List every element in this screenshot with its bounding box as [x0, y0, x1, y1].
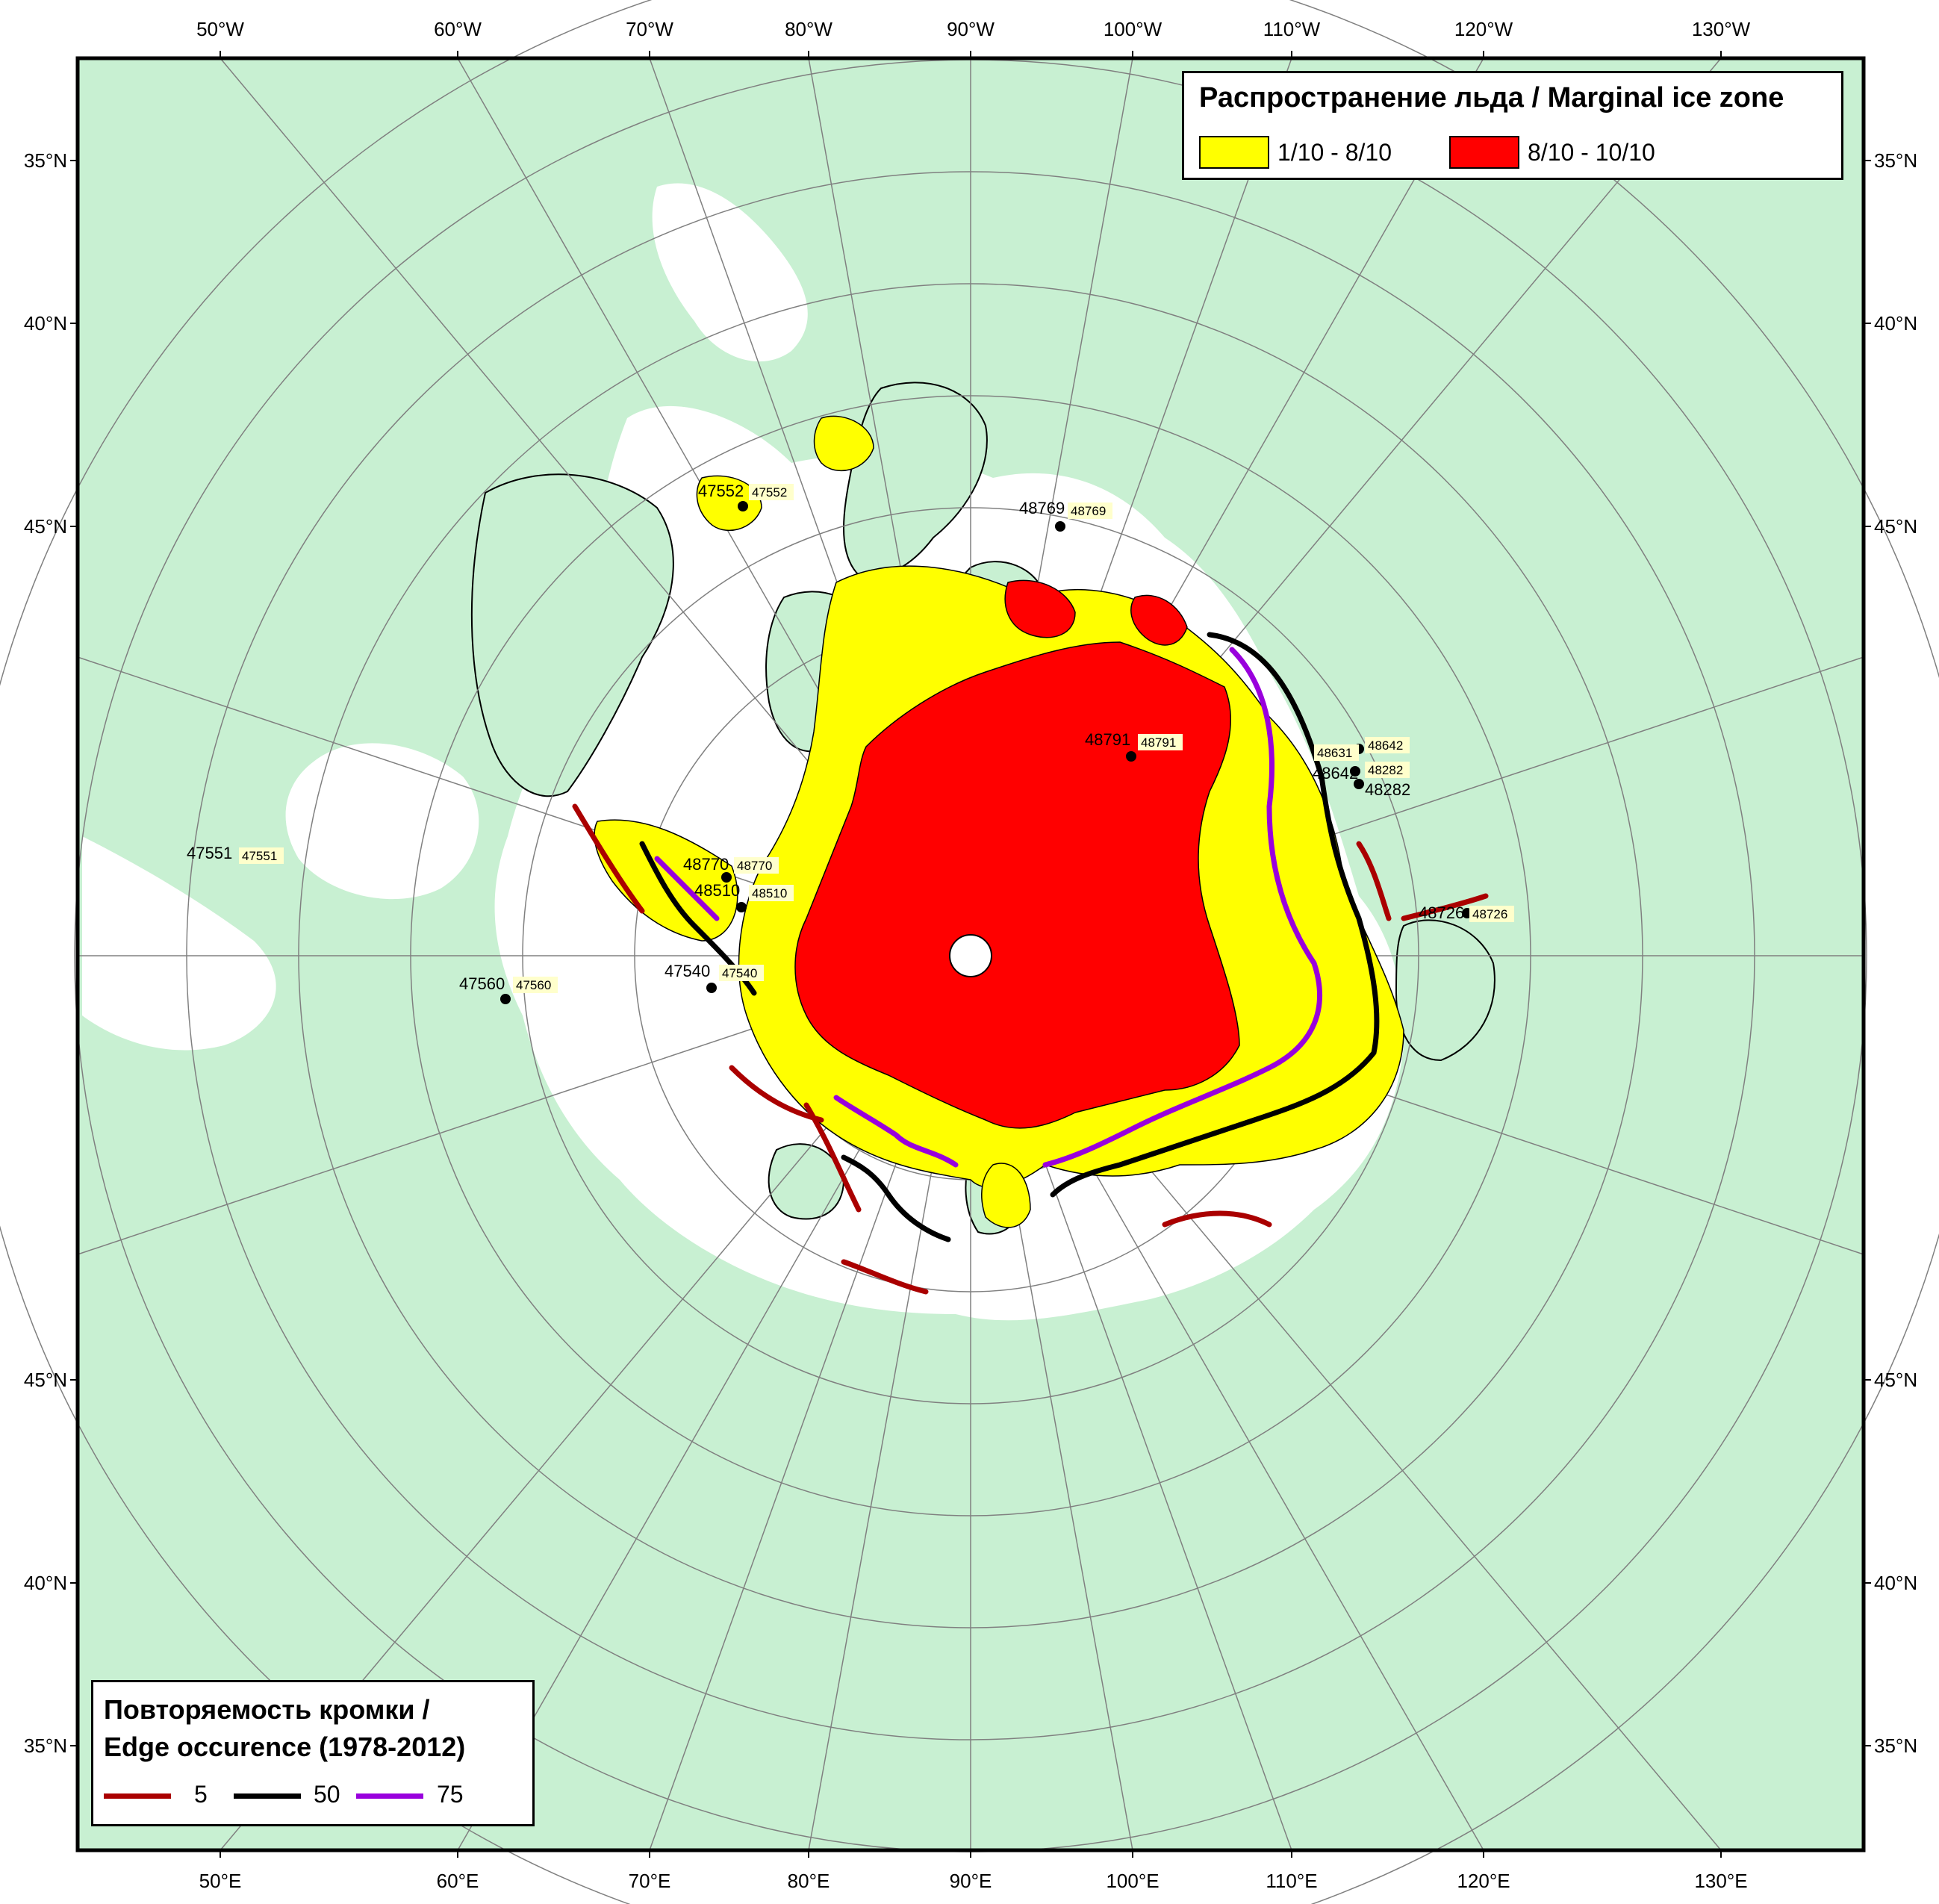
top-longitude-labels: 50°W 60°W 70°W 80°W 90°W 100°W 110°W 120… — [196, 18, 1751, 40]
lat-label: 35°N — [1874, 1735, 1917, 1757]
station-48791: 48791 48791 — [1085, 730, 1183, 762]
station-47560: 47560 47560 — [459, 974, 558, 1004]
lon-label: 130°W — [1692, 18, 1751, 40]
lon-label: 130°E — [1694, 1870, 1747, 1892]
frame-ticks — [70, 51, 1871, 1858]
bottom-longitude-labels: 50°E 60°E 70°E 80°E 90°E 100°E 110°E 120… — [199, 1870, 1748, 1892]
lon-label: 60°E — [437, 1870, 479, 1892]
station-badge: 47540 — [722, 966, 757, 980]
station-label: 48770 — [683, 855, 729, 874]
edge-legend-title-line2: Edge occurence (1978-2012) — [104, 1732, 466, 1762]
lat-label: 35°N — [24, 149, 67, 172]
ice-high-swatch — [1449, 136, 1519, 169]
lon-label: 70°W — [626, 18, 673, 40]
edge-occurrence-legend: Повторяемость кромки / Edge occurence (1… — [91, 1680, 535, 1826]
station-label: 47551 — [187, 844, 232, 862]
lon-label: 90°E — [950, 1870, 992, 1892]
station-label: 48282 — [1365, 780, 1410, 799]
baffin-bay — [652, 183, 808, 362]
station-47551: 47551 47551 — [187, 844, 284, 864]
lon-label: 100°E — [1106, 1870, 1159, 1892]
lon-label: 80°E — [788, 1870, 830, 1892]
station-47552: 47552 47552 — [698, 482, 794, 511]
station-47540: 47540 47540 — [665, 962, 764, 993]
ice-concentration-legend: Распространение льда / Marginal ice zone… — [1182, 71, 1843, 180]
station-badge: 48726 — [1472, 907, 1507, 921]
station-48510: 48510 48510 — [694, 881, 794, 912]
station-badge: 47551 — [242, 849, 277, 863]
station-badge: 47552 — [752, 485, 787, 500]
lon-label: 70°E — [629, 1870, 671, 1892]
lat-label: 35°N — [24, 1735, 67, 1757]
lon-label: 100°W — [1104, 18, 1163, 40]
station-label: 48510 — [694, 881, 740, 900]
greenland — [470, 473, 674, 797]
station-badge: 48769 — [1071, 504, 1106, 518]
station-48770: 48770 48770 — [683, 855, 779, 883]
edge-line-5 — [572, 803, 1489, 1295]
ice-legend-title: Распространение льда / Marginal ice zone — [1199, 82, 1784, 113]
station-label: 48769 — [1019, 499, 1065, 517]
station-48631: 48631 — [1314, 744, 1360, 777]
edge-legend-title: Повторяемость кромки / Edge occurence (1… — [104, 1691, 465, 1766]
station-badge: 48282 — [1368, 763, 1403, 777]
station-markers: 47551 47551 47552 47552 47560 47560 4754… — [187, 482, 1514, 1004]
edge-5-label: 5 — [194, 1781, 208, 1808]
lon-label: 50°W — [196, 18, 244, 40]
edge-5-line — [104, 1793, 171, 1799]
lon-label: 110°W — [1263, 18, 1321, 40]
left-latitude-labels: 35°N 40°N 45°N 45°N 40°N 35°N — [24, 149, 67, 1757]
station-badge: 48770 — [737, 859, 772, 873]
station-badge: 48510 — [752, 886, 787, 900]
station-label: 47560 — [459, 974, 505, 993]
station-badge: 48791 — [1141, 735, 1176, 750]
edge-legend-title-line1: Повторяемость кромки / — [104, 1694, 430, 1725]
station-badge: 47560 — [516, 978, 551, 992]
edge-line-75 — [654, 647, 1322, 1168]
lat-label: 35°N — [1874, 149, 1917, 172]
station-48282: 48282 48282 — [1354, 762, 1410, 799]
lon-label: 90°W — [947, 18, 995, 40]
station-label: 47540 — [665, 962, 710, 980]
ice-high-label: 8/10 - 10/10 — [1528, 139, 1655, 166]
edge-75-line — [356, 1793, 423, 1799]
lon-label: 60°W — [434, 18, 482, 40]
edge-50-label: 50 — [314, 1781, 340, 1808]
ice-low-swatch — [1199, 136, 1269, 169]
station-label: 47552 — [698, 482, 744, 500]
station-badge: 48631 — [1317, 746, 1352, 760]
svalbard — [768, 1143, 845, 1220]
lon-label: 120°E — [1457, 1870, 1510, 1892]
lon-label: 110°E — [1266, 1870, 1317, 1892]
station-48769: 48769 48769 — [1019, 499, 1112, 532]
labrador-sea — [82, 836, 276, 1051]
lat-label: 45°N — [24, 1369, 67, 1391]
edge-75-label: 75 — [437, 1781, 464, 1808]
lon-label: 80°W — [785, 18, 832, 40]
lon-label: 120°W — [1454, 18, 1513, 40]
station-badge: 48642 — [1368, 738, 1403, 753]
station-label: 48791 — [1085, 730, 1130, 749]
lat-label: 45°N — [1874, 1369, 1917, 1391]
station-48726: 48726 48726 — [1419, 903, 1514, 922]
lat-label: 40°N — [1874, 1572, 1917, 1594]
lat-label: 45°N — [24, 515, 67, 538]
edge-50-line — [234, 1793, 301, 1799]
lon-label: 50°E — [199, 1870, 242, 1892]
lat-label: 40°N — [24, 1572, 67, 1594]
lat-label: 40°N — [1874, 312, 1917, 335]
pole-hole — [949, 934, 992, 977]
ellesmere-island — [843, 382, 988, 578]
lat-label: 40°N — [24, 312, 67, 335]
lat-label: 45°N — [1874, 515, 1917, 538]
ice-zone-high — [794, 579, 1240, 1129]
right-latitude-labels: 35°N 40°N 45°N 45°N 40°N 35°N — [1874, 149, 1917, 1757]
ice-low-label: 1/10 - 8/10 — [1277, 139, 1392, 166]
hudson-bay — [285, 743, 479, 900]
station-label: 48726 — [1419, 903, 1464, 922]
